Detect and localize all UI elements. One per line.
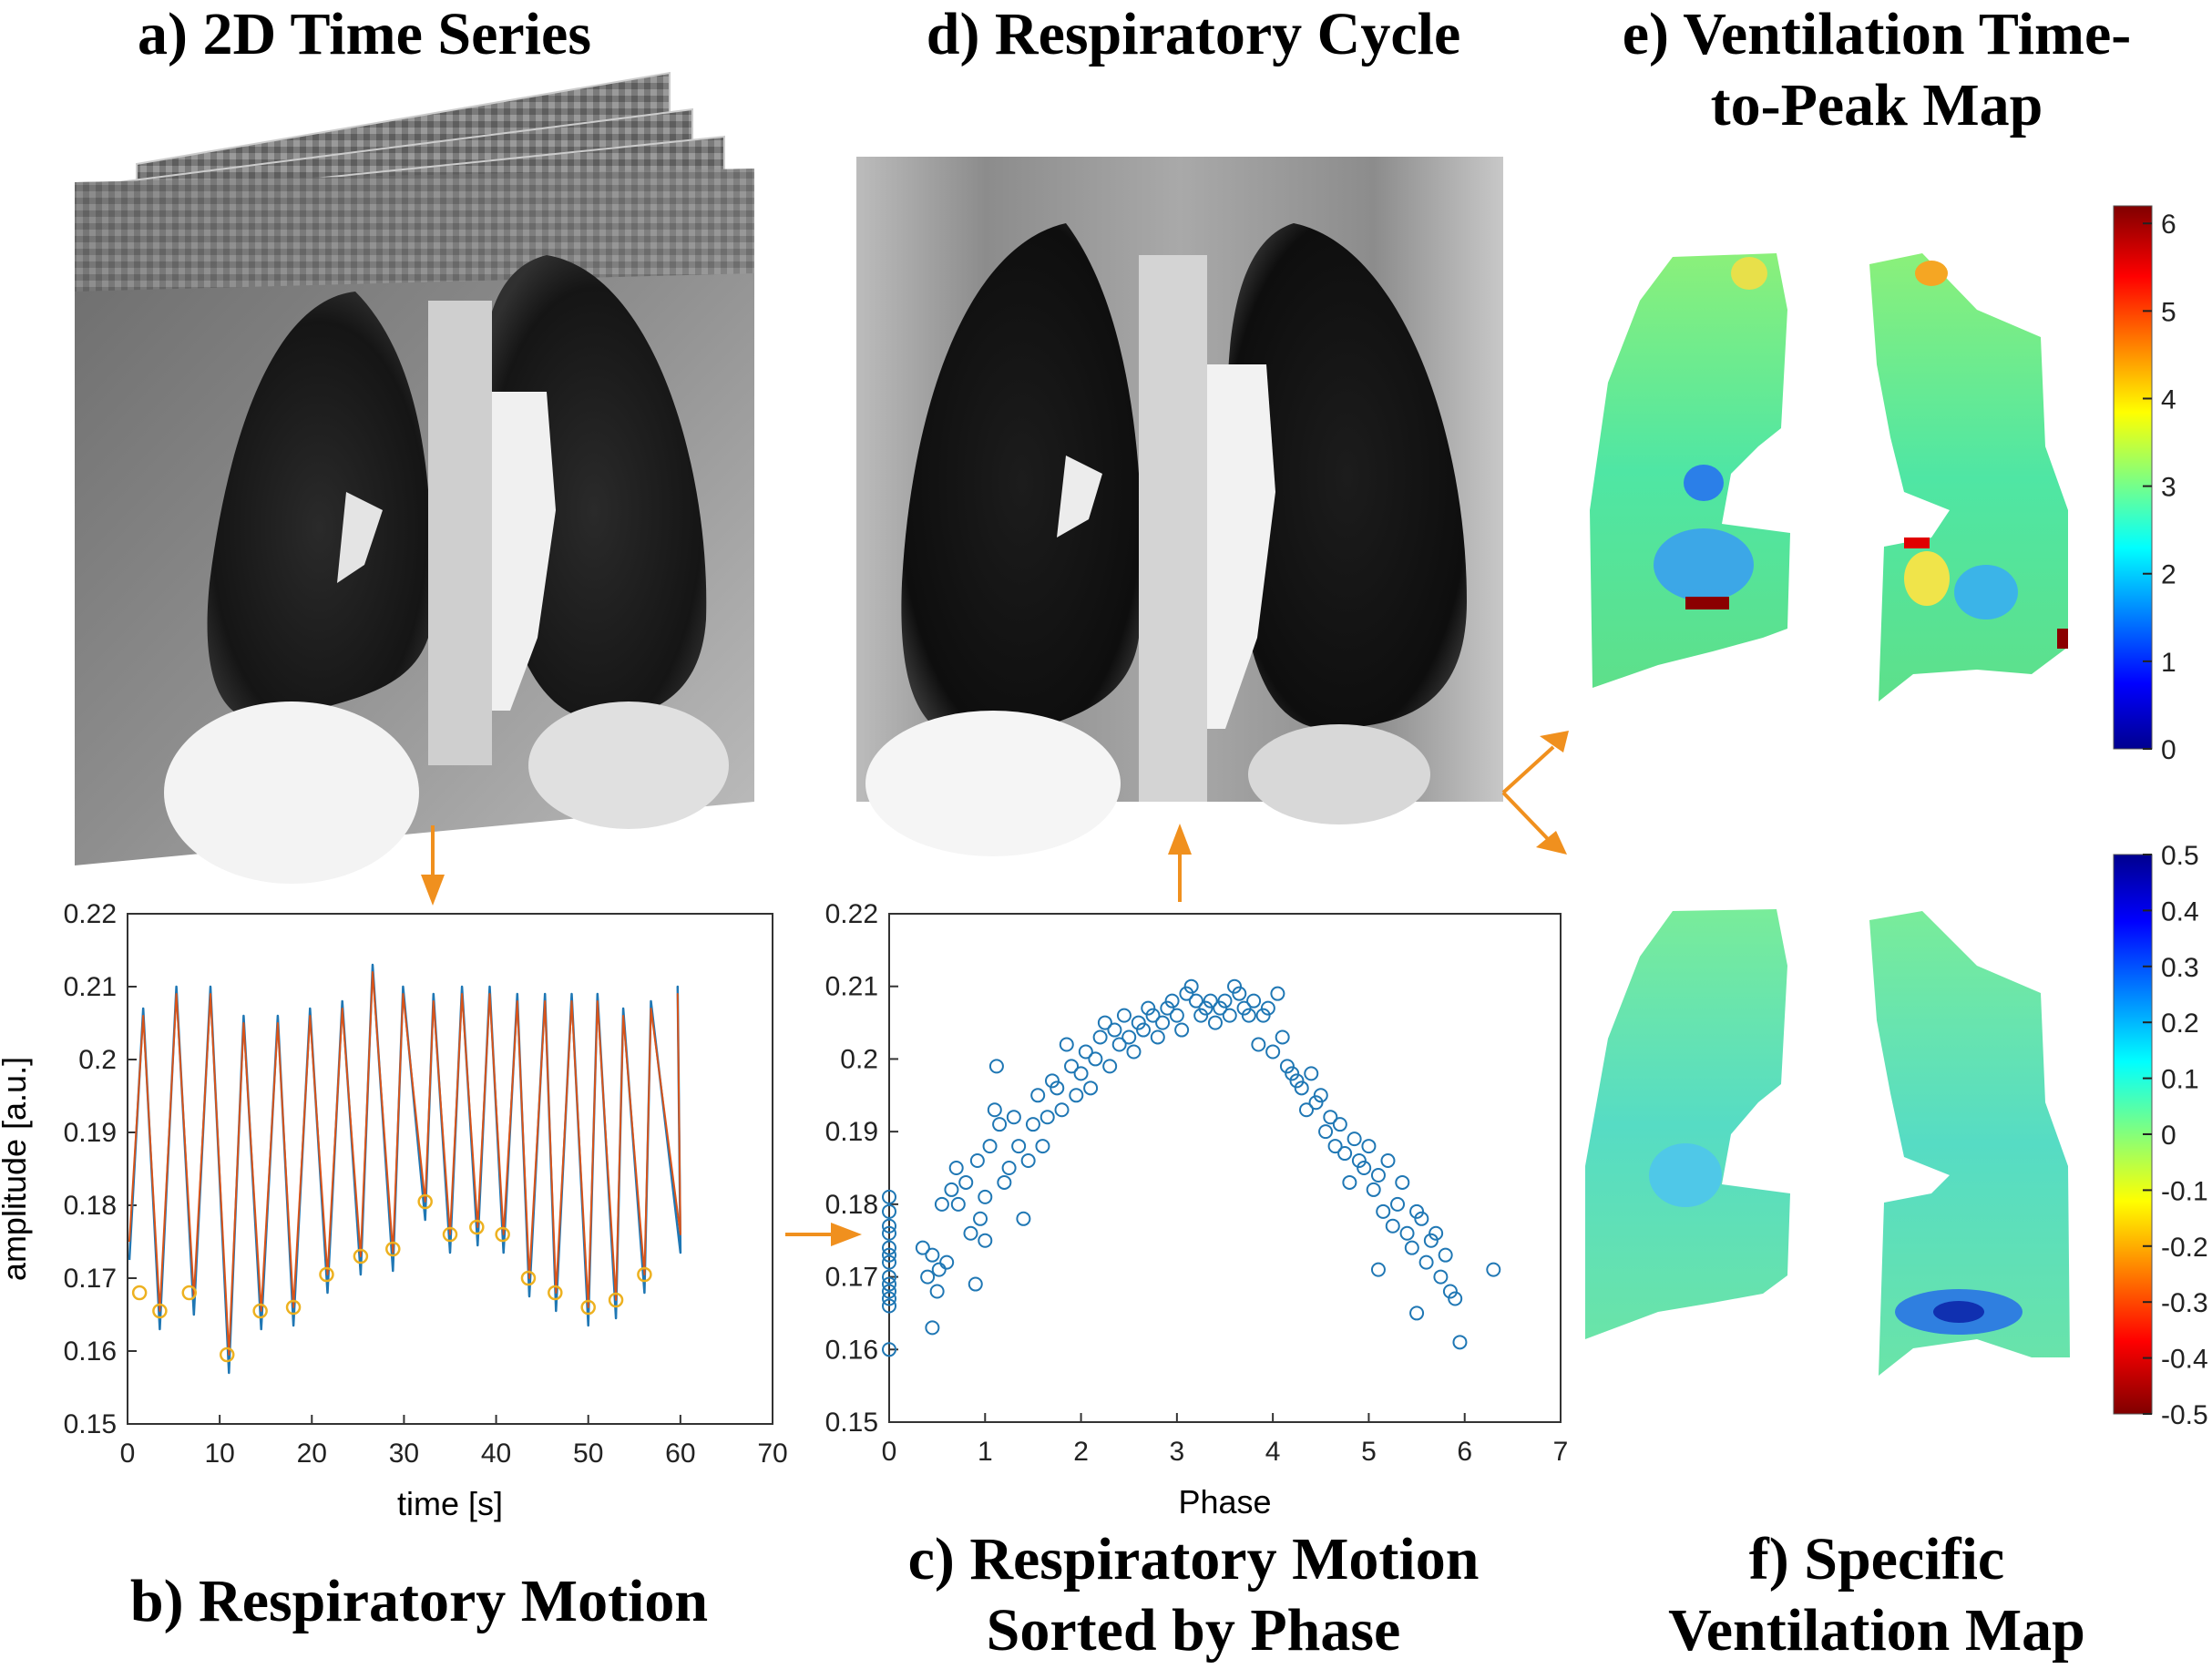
panel-f-title-line2: Ventilation Map [1668,1597,2085,1664]
panel-e-title-line2: to-Peak Map [1710,72,2043,138]
panel-d-title: d) Respiratory Cycle [926,1,1461,67]
mri-frame-front [75,169,754,884]
panel-c-title-line2: Sorted by Phase [986,1597,1401,1664]
panel-c-title-line1: c) Respiratory Motion [907,1526,1480,1592]
panel-b-title: b) Respiratory Motion [129,1568,709,1634]
panel-f-title-line1: f) Specific [1748,1526,2005,1592]
panel-e-title-line1: e) Ventilation Time- [1622,1,2132,67]
panel-a-title: a) 2D Time Series [138,1,591,67]
